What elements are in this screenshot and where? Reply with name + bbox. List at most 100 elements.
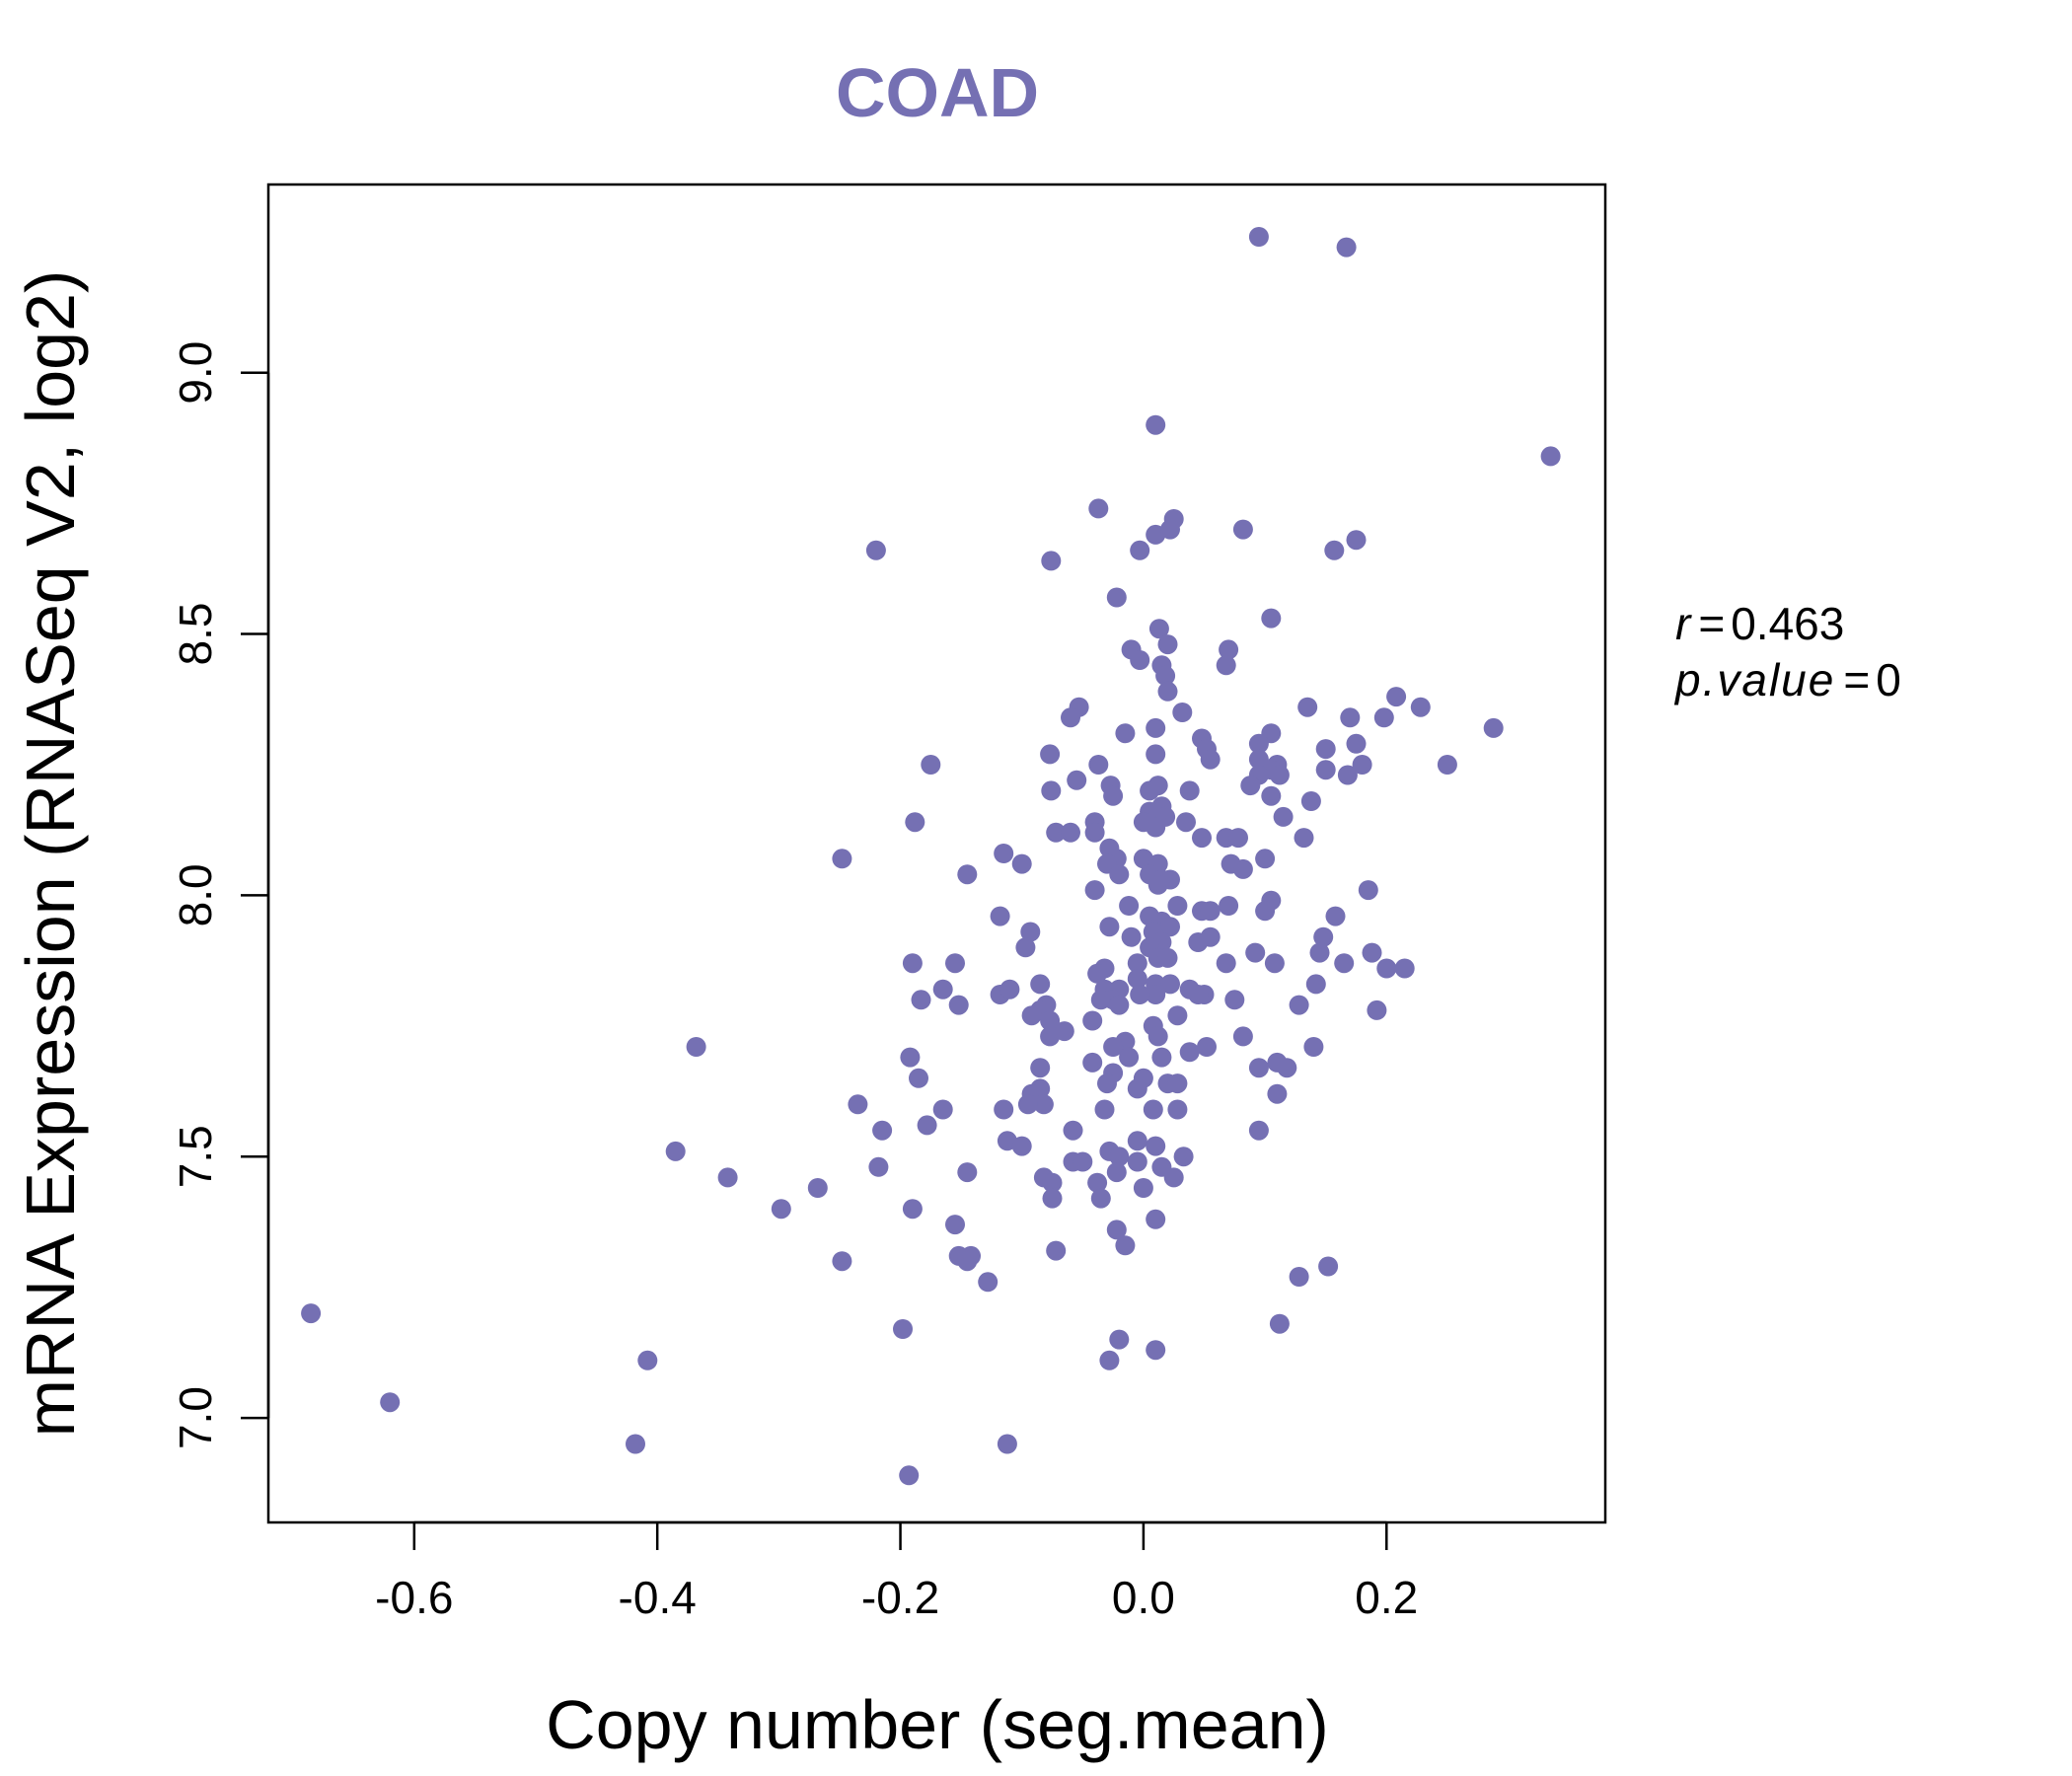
data-point [1148, 619, 1169, 639]
data-point [957, 1251, 978, 1272]
data-point [1224, 990, 1245, 1010]
r-label: r [1675, 598, 1692, 649]
data-point [1146, 817, 1166, 838]
data-point [997, 1434, 1017, 1454]
data-point [1261, 608, 1282, 629]
data-point [1219, 896, 1239, 916]
x-tick-label: -0.6 [375, 1572, 453, 1623]
data-point [1115, 1235, 1136, 1256]
data-point [1088, 498, 1109, 519]
data-point [978, 1272, 999, 1293]
data-point [1179, 780, 1200, 801]
data-point [1232, 858, 1253, 879]
data-point [1297, 697, 1318, 717]
data-point [994, 1099, 1014, 1120]
data-point [1106, 1220, 1127, 1240]
data-point [1289, 1267, 1309, 1287]
data-point [932, 1099, 953, 1120]
data-point [1130, 985, 1150, 1004]
y-axis: 7.0 7.5 8.0 8.5 9.0 [170, 341, 270, 1449]
data-point [999, 979, 1020, 999]
data-point [1099, 1350, 1120, 1370]
data-point [1324, 540, 1345, 560]
data-point [1143, 1099, 1163, 1120]
data-point [1315, 760, 1336, 780]
data-point [957, 864, 978, 885]
data-point [1041, 551, 1062, 571]
data-point [637, 1350, 658, 1370]
p-annotation: p.value = 0 [1673, 654, 1901, 705]
data-point [1394, 958, 1415, 979]
y-tick-label: 8.5 [170, 603, 221, 666]
x-axis: -0.6 -0.4 -0.2 0.0 0.2 [375, 1520, 1418, 1623]
data-point [1160, 917, 1180, 937]
data-point [1437, 755, 1457, 775]
data-point [1127, 1078, 1147, 1099]
data-point [1157, 947, 1178, 968]
data-point [1325, 906, 1346, 926]
data-point [1109, 1329, 1130, 1350]
data-point [1248, 1058, 1269, 1078]
data-point [1294, 828, 1314, 849]
data-point [848, 1094, 868, 1115]
data-point [1046, 1240, 1067, 1261]
data-point [1410, 697, 1431, 717]
data-point [1127, 953, 1147, 974]
data-point [1082, 1010, 1103, 1031]
data-point [1188, 932, 1209, 952]
y-axis-label: mRNA Expression (RNASeq V2, log2) [12, 270, 89, 1438]
data-point [1179, 1042, 1200, 1063]
data-point [868, 1156, 889, 1177]
data-point [1011, 1136, 1032, 1156]
x-tick-label: 0.0 [1112, 1572, 1175, 1623]
r-annotation: r = 0.463 [1675, 598, 1844, 649]
x-tick-label: -0.4 [619, 1572, 697, 1623]
data-point [1121, 926, 1142, 947]
data-point [1146, 1340, 1166, 1361]
data-point [1030, 974, 1051, 995]
data-point [893, 1319, 913, 1339]
data-point [909, 1068, 928, 1088]
data-point [1216, 655, 1236, 676]
data-point [1172, 703, 1193, 722]
correlation-annotation: r = 0.463 p.value = 0 [1673, 598, 1901, 705]
data-point [1133, 1178, 1153, 1198]
data-point [1232, 519, 1253, 540]
data-point [1289, 995, 1309, 1015]
data-point [1041, 780, 1062, 801]
data-point [1147, 1026, 1168, 1047]
data-point [1157, 681, 1178, 702]
r-equals: = [1698, 598, 1725, 649]
data-point [832, 1251, 852, 1272]
y-tick-label: 7.5 [170, 1125, 221, 1188]
data-point [1386, 687, 1407, 707]
data-point [905, 812, 925, 833]
data-point [1151, 1047, 1172, 1068]
data-point [1483, 717, 1504, 738]
data-point [1216, 953, 1236, 974]
data-point [1240, 776, 1261, 796]
data-point [1540, 446, 1561, 467]
data-point [1040, 744, 1061, 765]
data-point [1167, 1005, 1188, 1026]
data-point [1088, 755, 1109, 775]
x-axis-label: Copy number (seg.mean) [546, 1686, 1329, 1763]
data-point [1106, 1162, 1127, 1183]
data-point [1373, 707, 1394, 728]
data-point [1367, 999, 1387, 1020]
data-point [921, 755, 941, 775]
data-point [717, 1167, 738, 1188]
data-point [902, 953, 923, 974]
data-point [1103, 1037, 1124, 1057]
data-point [1167, 896, 1188, 916]
y-tick-label: 7.0 [170, 1386, 221, 1449]
data-point [1146, 414, 1166, 435]
data-point [1167, 1099, 1188, 1120]
data-point [865, 540, 886, 560]
data-point [1063, 1120, 1083, 1141]
plot-frame [266, 183, 1607, 1524]
data-point [1273, 806, 1294, 827]
data-point [948, 995, 969, 1015]
data-point [1157, 634, 1178, 655]
y-tick-label: 9.0 [170, 341, 221, 405]
